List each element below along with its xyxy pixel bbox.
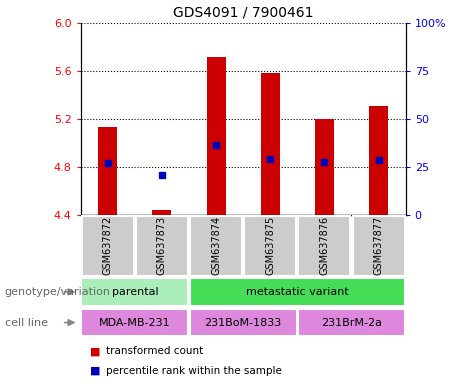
Bar — [298, 309, 405, 336]
Text: GSM637874: GSM637874 — [211, 216, 221, 275]
Bar — [81, 309, 189, 336]
Bar — [207, 57, 225, 215]
Bar — [369, 106, 388, 215]
Bar — [81, 278, 189, 306]
Text: GSM637872: GSM637872 — [103, 216, 113, 275]
Text: GSM637877: GSM637877 — [373, 216, 384, 275]
Bar — [189, 278, 405, 306]
Bar — [136, 216, 188, 276]
Text: GSM637873: GSM637873 — [157, 216, 167, 275]
Text: GSM637875: GSM637875 — [265, 216, 275, 275]
Bar — [315, 119, 334, 215]
Text: cell line: cell line — [5, 318, 47, 328]
Bar — [82, 216, 134, 276]
Bar — [190, 216, 242, 276]
Text: MDA-MB-231: MDA-MB-231 — [99, 318, 171, 328]
Bar — [298, 216, 350, 276]
Text: ■: ■ — [90, 346, 100, 356]
Bar — [353, 216, 405, 276]
Text: metastatic variant: metastatic variant — [246, 287, 349, 297]
Text: ■: ■ — [90, 366, 100, 376]
Text: parental: parental — [112, 287, 158, 297]
Text: transformed count: transformed count — [106, 346, 203, 356]
Bar — [244, 216, 296, 276]
Text: GSM637876: GSM637876 — [319, 216, 330, 275]
Text: genotype/variation: genotype/variation — [5, 287, 111, 297]
Bar — [261, 73, 280, 215]
Text: 231BoM-1833: 231BoM-1833 — [205, 318, 282, 328]
Bar — [189, 309, 297, 336]
Text: percentile rank within the sample: percentile rank within the sample — [106, 366, 282, 376]
Text: 231BrM-2a: 231BrM-2a — [321, 318, 382, 328]
Bar — [153, 210, 171, 215]
Bar — [98, 127, 117, 215]
Title: GDS4091 / 7900461: GDS4091 / 7900461 — [173, 5, 313, 19]
